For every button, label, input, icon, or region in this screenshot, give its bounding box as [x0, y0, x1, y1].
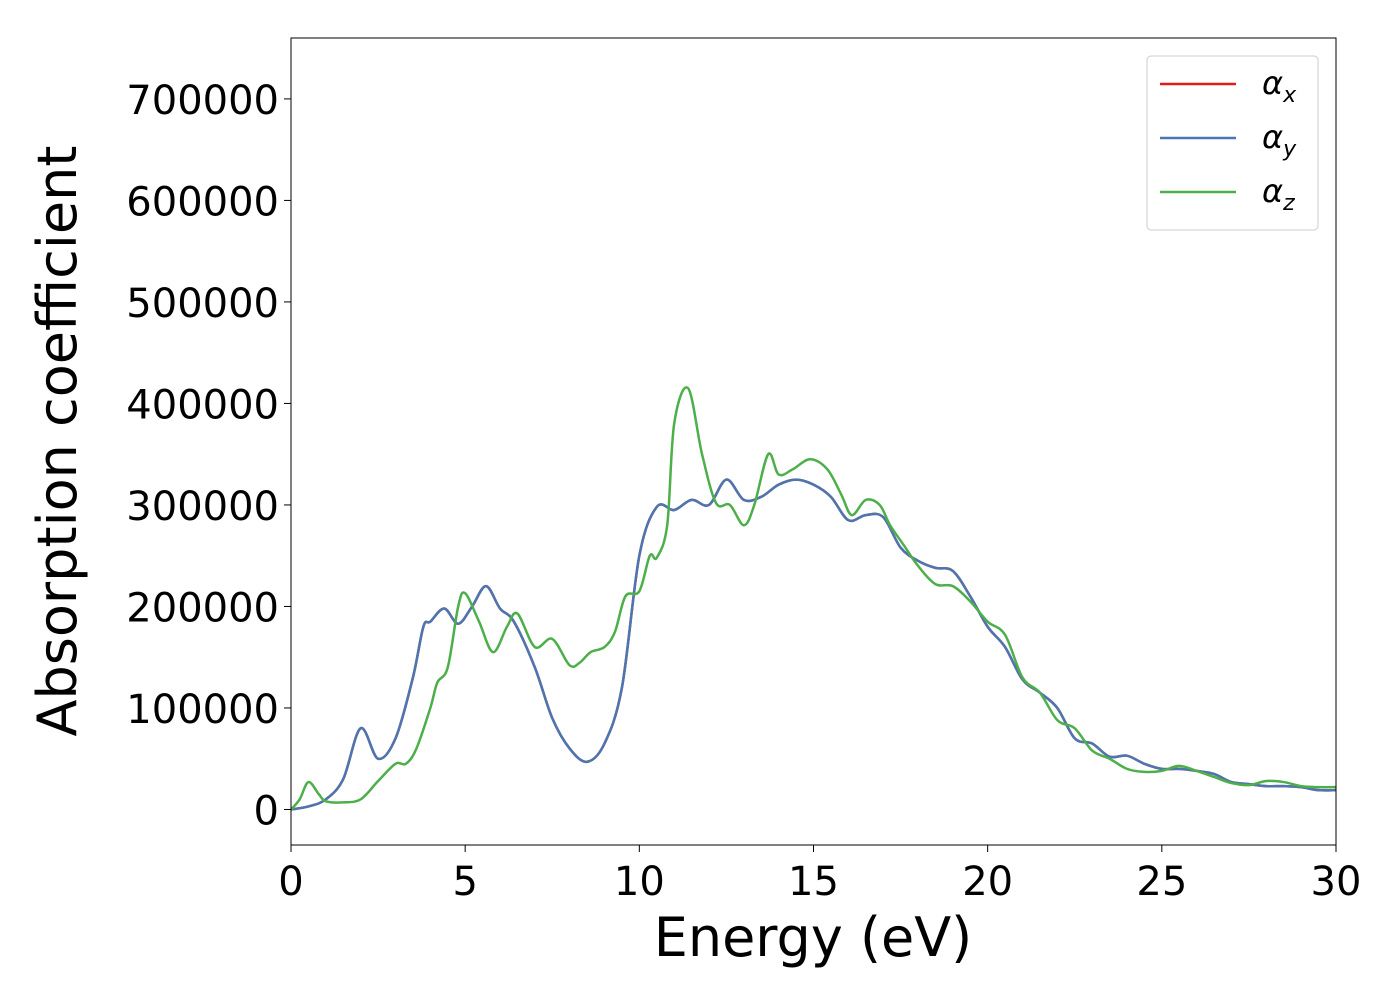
- y-tick-label: 400000: [126, 382, 279, 428]
- y-tick-label: 200000: [126, 585, 279, 631]
- legend-label-αz: αz: [1262, 172, 1295, 216]
- legend-label-αx: αx: [1262, 64, 1297, 108]
- legend-frame: [1146, 55, 1319, 231]
- x-tick-label: 10: [614, 859, 665, 905]
- y-tick-label: 0: [254, 788, 279, 834]
- y-tick-label: 300000: [126, 484, 279, 530]
- y-tick-label: 100000: [126, 687, 279, 733]
- y-tick-label: 600000: [126, 179, 279, 225]
- x-tick-label: 20: [962, 859, 1013, 905]
- x-axis-label: Energy (eV): [654, 906, 973, 969]
- x-tick-label: 30: [1311, 859, 1362, 905]
- y-axis-ticks: 0 100000 200000 300000 400000 500000 600000 700…: [126, 78, 291, 834]
- x-tick-label: 0: [278, 859, 303, 905]
- y-tick-label: 500000: [126, 281, 279, 327]
- legend-label-αy: αy: [1262, 118, 1297, 162]
- x-axis-ticks: 0 5 10 15 20 25 30: [278, 845, 1361, 905]
- series-line-αz: [291, 386, 1336, 811]
- x-tick-label: 5: [452, 859, 477, 905]
- series-line-αy: [291, 478, 1336, 811]
- x-tick-label: 15: [788, 859, 839, 905]
- y-tick-label: 700000: [126, 78, 279, 124]
- series-layer: [291, 386, 1336, 811]
- y-axis-label: Absorption coefficient: [26, 146, 89, 737]
- legend-items: αx αy αz: [1160, 64, 1297, 216]
- x-tick-label: 25: [1136, 859, 1187, 905]
- legend: αx αy αz: [1146, 55, 1319, 231]
